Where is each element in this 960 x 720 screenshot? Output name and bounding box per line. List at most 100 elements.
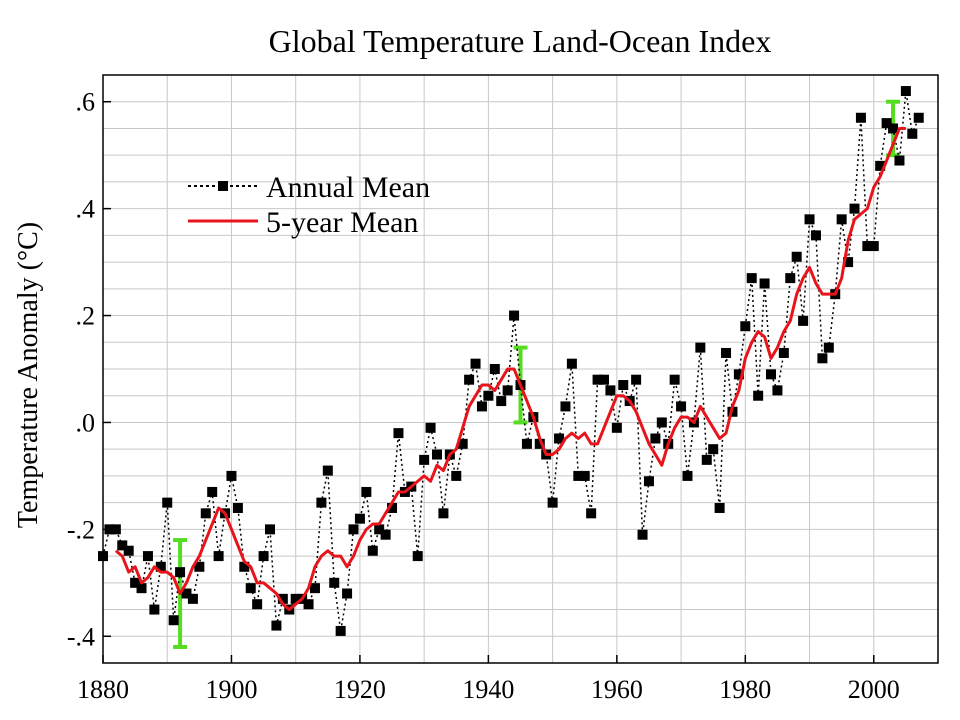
annual-mean-point (791, 251, 802, 262)
annual-mean-point (252, 599, 263, 610)
annual-mean-point (656, 417, 667, 428)
annual-mean-point (316, 497, 327, 508)
grid (103, 75, 938, 663)
annual-mean-point (194, 561, 205, 572)
annual-mean-point (900, 86, 911, 97)
annual-mean-point (175, 567, 186, 578)
annual-mean-point (907, 128, 918, 139)
annual-mean-point (810, 230, 821, 241)
annual-mean-point (117, 540, 128, 551)
annual-mean-point (213, 551, 224, 562)
annual-mean-point (258, 551, 269, 562)
y-tick-label: .2 (76, 302, 96, 331)
annual-mean-point (329, 577, 340, 588)
annual-mean-point (695, 342, 706, 353)
legend: Annual Mean 5-year Mean (188, 171, 430, 239)
y-tick-label: -.4 (67, 622, 95, 651)
annual-mean-point (496, 396, 507, 407)
annual-mean-point (746, 273, 757, 284)
annual-mean-point (913, 112, 924, 123)
annual-mean-point (605, 385, 616, 396)
annual-mean-point (862, 241, 873, 252)
annual-mean-point (579, 470, 590, 481)
annual-mean-point (566, 358, 577, 369)
annual-mean-point (547, 497, 558, 508)
annual-mean-point (361, 486, 372, 497)
annual-mean-point (733, 369, 744, 380)
chart-title: Global Temperature Land-Ocean Index (269, 23, 772, 59)
annual-mean-point (778, 347, 789, 358)
annual-mean-point (432, 449, 442, 460)
annual-mean-point (701, 454, 712, 465)
annual-mean-point (798, 315, 809, 326)
annual-mean-point (457, 438, 468, 449)
annual-mean-point (412, 551, 423, 562)
annual-mean-point (232, 502, 243, 513)
annual-mean-point (271, 620, 282, 631)
y-axis-ticks: -.4 -.2 .0 .2 .4 .6 (67, 88, 111, 651)
annual-mean-point (187, 593, 198, 604)
annual-mean-point (470, 358, 481, 369)
annual-mean-point (130, 577, 141, 588)
annual-mean-point (509, 310, 520, 321)
annual-mean-point (618, 380, 629, 391)
annual-mean-point (290, 593, 301, 604)
x-tick-label: 2000 (848, 675, 900, 704)
annual-mean-point (303, 599, 314, 610)
annual-mean-point (599, 374, 609, 385)
annual-mean-point (438, 508, 449, 519)
annual-mean-point (855, 112, 866, 123)
annual-mean-point (322, 465, 333, 476)
annual-mean-point (367, 545, 378, 556)
x-tick-label: 1980 (719, 675, 771, 704)
annual-mean-point (631, 374, 642, 385)
five-year-mean-line (114, 126, 906, 612)
x-tick-label: 1900 (205, 675, 257, 704)
annual-mean-point (573, 470, 584, 481)
annual-mean-point (200, 508, 211, 519)
annual-mean-point (554, 433, 565, 444)
annual-mean-point (759, 278, 770, 289)
x-tick-label: 1940 (462, 675, 514, 704)
annual-mean-point (425, 422, 436, 433)
annual-mean-series (98, 86, 924, 636)
annual-mean-point (136, 583, 147, 594)
annual-mean-point (380, 529, 391, 540)
annual-mean-point (348, 524, 359, 535)
annual-mean-point (849, 203, 860, 214)
annual-mean-point (155, 561, 166, 572)
x-tick-label: 1960 (591, 675, 643, 704)
annual-mean-point (265, 524, 275, 535)
annual-mean-point (419, 454, 430, 465)
y-tick-label: .6 (76, 88, 96, 117)
y-tick-label: .4 (76, 195, 96, 224)
annual-mean-point (843, 257, 854, 268)
annual-mean-point (168, 615, 179, 626)
annual-mean-point (669, 374, 680, 385)
annual-mean-point (277, 593, 288, 604)
x-tick-label: 1880 (77, 675, 129, 704)
annual-mean-point (387, 502, 398, 513)
legend-annual-label: Annual Mean (266, 171, 430, 204)
annual-mean-point (239, 561, 250, 572)
legend-five-year-label: 5-year Mean (266, 206, 418, 239)
annual-mean-point (708, 444, 719, 455)
annual-mean-point (502, 385, 513, 396)
annual-mean-point (309, 583, 320, 594)
annual-mean-point (676, 401, 687, 412)
annual-mean-point (149, 604, 160, 615)
annual-mean-point (643, 476, 654, 487)
annual-mean-point (766, 369, 776, 380)
plot-frame (102, 74, 939, 664)
x-axis-ticks: 1880 1900 1920 1940 1960 1980 2000 (77, 655, 900, 704)
annual-mean-point (611, 422, 622, 433)
annual-mean-point (682, 470, 693, 481)
legend-annual-marker (218, 181, 228, 191)
annual-mean-point (753, 390, 764, 401)
annual-mean-point (785, 273, 796, 284)
annual-mean-point (714, 502, 725, 513)
annual-mean-point (207, 486, 218, 497)
annual-mean-point (586, 508, 597, 519)
annual-mean-point (875, 160, 886, 171)
